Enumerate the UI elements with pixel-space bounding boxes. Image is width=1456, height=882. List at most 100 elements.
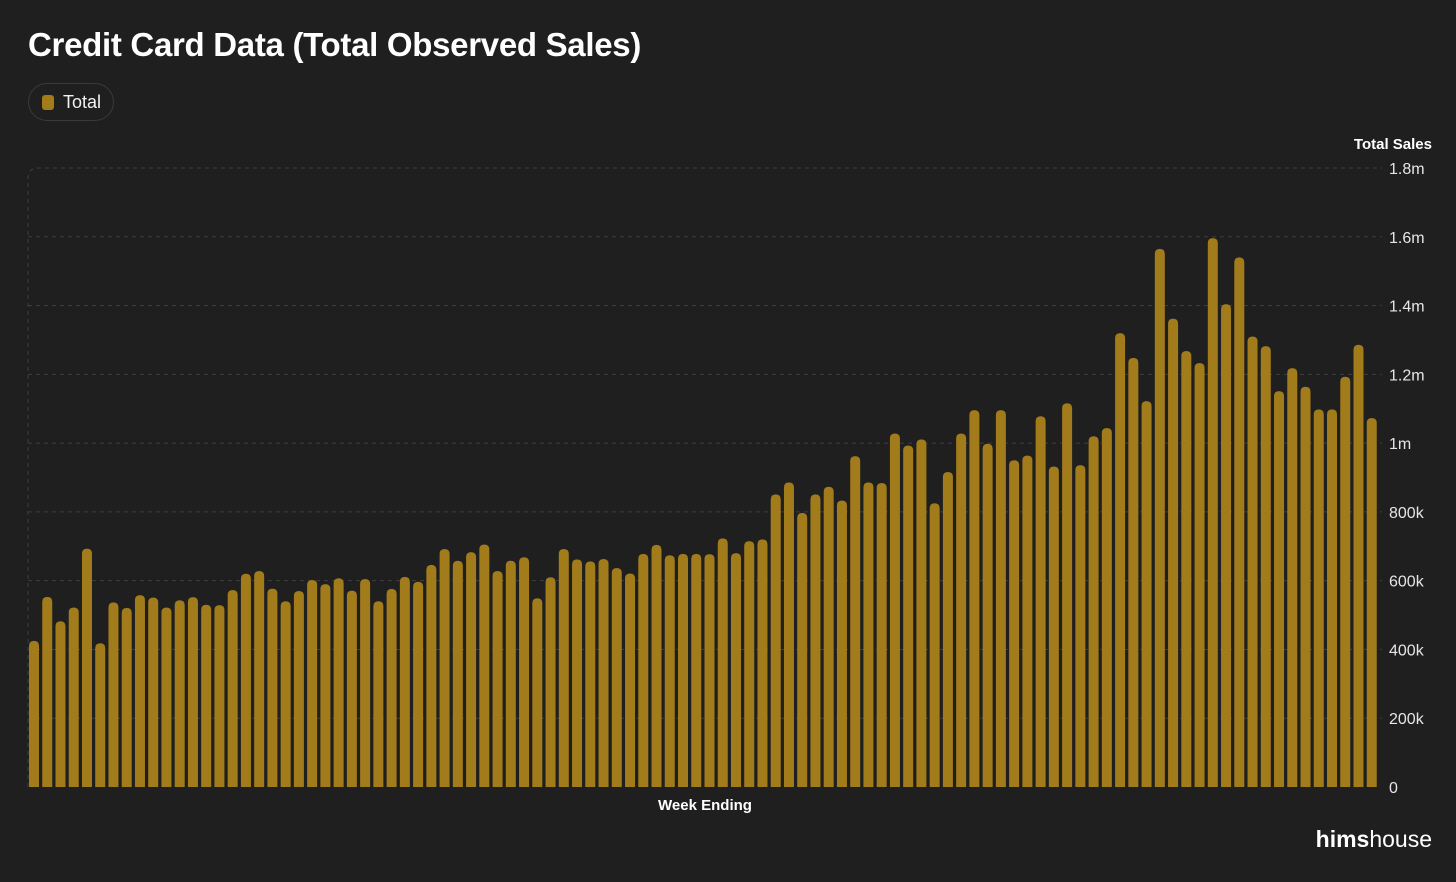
bar[interactable] — [426, 564, 437, 787]
bar[interactable] — [783, 482, 794, 787]
bar[interactable] — [995, 410, 1006, 787]
bar[interactable] — [651, 544, 662, 787]
bar[interactable] — [1340, 376, 1351, 787]
bar[interactable] — [572, 559, 583, 787]
bar[interactable] — [68, 607, 79, 787]
bar[interactable] — [757, 539, 768, 787]
bar[interactable] — [942, 471, 953, 787]
legend-item-total[interactable]: Total — [28, 83, 115, 121]
bar[interactable] — [1194, 362, 1205, 787]
bar[interactable] — [638, 553, 649, 787]
bar[interactable] — [240, 573, 251, 787]
bar[interactable] — [1009, 460, 1020, 787]
bar[interactable] — [413, 581, 424, 787]
bar[interactable] — [280, 601, 291, 787]
bar[interactable] — [810, 494, 821, 787]
bar[interactable] — [320, 584, 331, 787]
bar[interactable] — [916, 439, 927, 787]
bar[interactable] — [770, 494, 781, 787]
bar[interactable] — [81, 548, 92, 787]
bar[interactable] — [227, 589, 238, 787]
bar[interactable] — [174, 600, 185, 787]
bar[interactable] — [1115, 333, 1126, 787]
bar[interactable] — [55, 621, 66, 787]
bar[interactable] — [42, 596, 53, 787]
bar[interactable] — [585, 561, 596, 787]
bar[interactable] — [545, 577, 556, 787]
bar[interactable] — [1022, 455, 1033, 787]
bar[interactable] — [717, 538, 728, 787]
bar[interactable] — [1154, 248, 1165, 787]
bar[interactable] — [1260, 346, 1271, 787]
bar[interactable] — [1207, 238, 1218, 788]
bar[interactable] — [1327, 409, 1338, 787]
bar[interactable] — [1181, 350, 1192, 787]
bar[interactable] — [161, 607, 172, 787]
bar[interactable] — [956, 433, 967, 787]
bar[interactable] — [850, 456, 861, 787]
bar[interactable] — [307, 579, 318, 787]
bar[interactable] — [1247, 336, 1258, 787]
bar[interactable] — [744, 541, 755, 787]
bar[interactable] — [254, 571, 265, 787]
bar[interactable] — [293, 590, 304, 787]
bar[interactable] — [479, 544, 490, 787]
bar[interactable] — [452, 560, 463, 787]
bar[interactable] — [664, 555, 675, 787]
bar[interactable] — [148, 597, 159, 787]
bar[interactable] — [730, 553, 741, 787]
bar[interactable] — [108, 602, 119, 787]
bar[interactable] — [691, 553, 702, 787]
bar[interactable] — [134, 595, 145, 787]
bar[interactable] — [929, 503, 940, 787]
bar[interactable] — [558, 549, 569, 787]
bar[interactable] — [876, 483, 887, 787]
bar[interactable] — [1234, 257, 1245, 787]
bar[interactable] — [1353, 344, 1364, 787]
bar[interactable] — [1366, 418, 1377, 787]
bar[interactable] — [678, 553, 689, 787]
bar[interactable] — [201, 604, 212, 787]
bar[interactable] — [625, 573, 636, 787]
bar[interactable] — [267, 588, 278, 787]
bar[interactable] — [1287, 368, 1298, 787]
bar[interactable] — [29, 640, 39, 787]
bar[interactable] — [1141, 401, 1152, 787]
bar[interactable] — [333, 578, 344, 787]
bar[interactable] — [704, 554, 715, 787]
bar[interactable] — [121, 607, 132, 787]
bar[interactable] — [492, 571, 503, 787]
bar[interactable] — [1300, 386, 1311, 787]
bar[interactable] — [532, 598, 543, 787]
bar[interactable] — [797, 512, 808, 787]
bar[interactable] — [360, 578, 371, 787]
bar[interactable] — [1274, 391, 1285, 787]
bar[interactable] — [187, 597, 198, 787]
bar[interactable] — [823, 486, 834, 787]
bar[interactable] — [1035, 416, 1046, 787]
bar[interactable] — [399, 576, 410, 787]
bar[interactable] — [373, 601, 384, 787]
bar[interactable] — [1313, 409, 1324, 787]
bar[interactable] — [982, 443, 993, 787]
bar[interactable] — [95, 643, 106, 787]
bar[interactable] — [889, 433, 900, 787]
bar[interactable] — [1075, 465, 1086, 787]
bar[interactable] — [836, 500, 847, 787]
bar[interactable] — [1101, 427, 1112, 787]
bar[interactable] — [903, 445, 914, 787]
bar[interactable] — [505, 560, 516, 787]
bar[interactable] — [439, 549, 450, 787]
bar[interactable] — [1088, 436, 1099, 787]
bar[interactable] — [346, 590, 357, 787]
bar[interactable] — [611, 567, 622, 787]
bar[interactable] — [1168, 318, 1179, 787]
bar[interactable] — [214, 605, 225, 787]
bar[interactable] — [466, 552, 477, 787]
bar[interactable] — [863, 482, 874, 787]
bar[interactable] — [1062, 403, 1073, 787]
bar[interactable] — [1128, 357, 1139, 787]
bar[interactable] — [386, 588, 397, 787]
bar[interactable] — [969, 410, 980, 787]
bar[interactable] — [519, 557, 530, 787]
